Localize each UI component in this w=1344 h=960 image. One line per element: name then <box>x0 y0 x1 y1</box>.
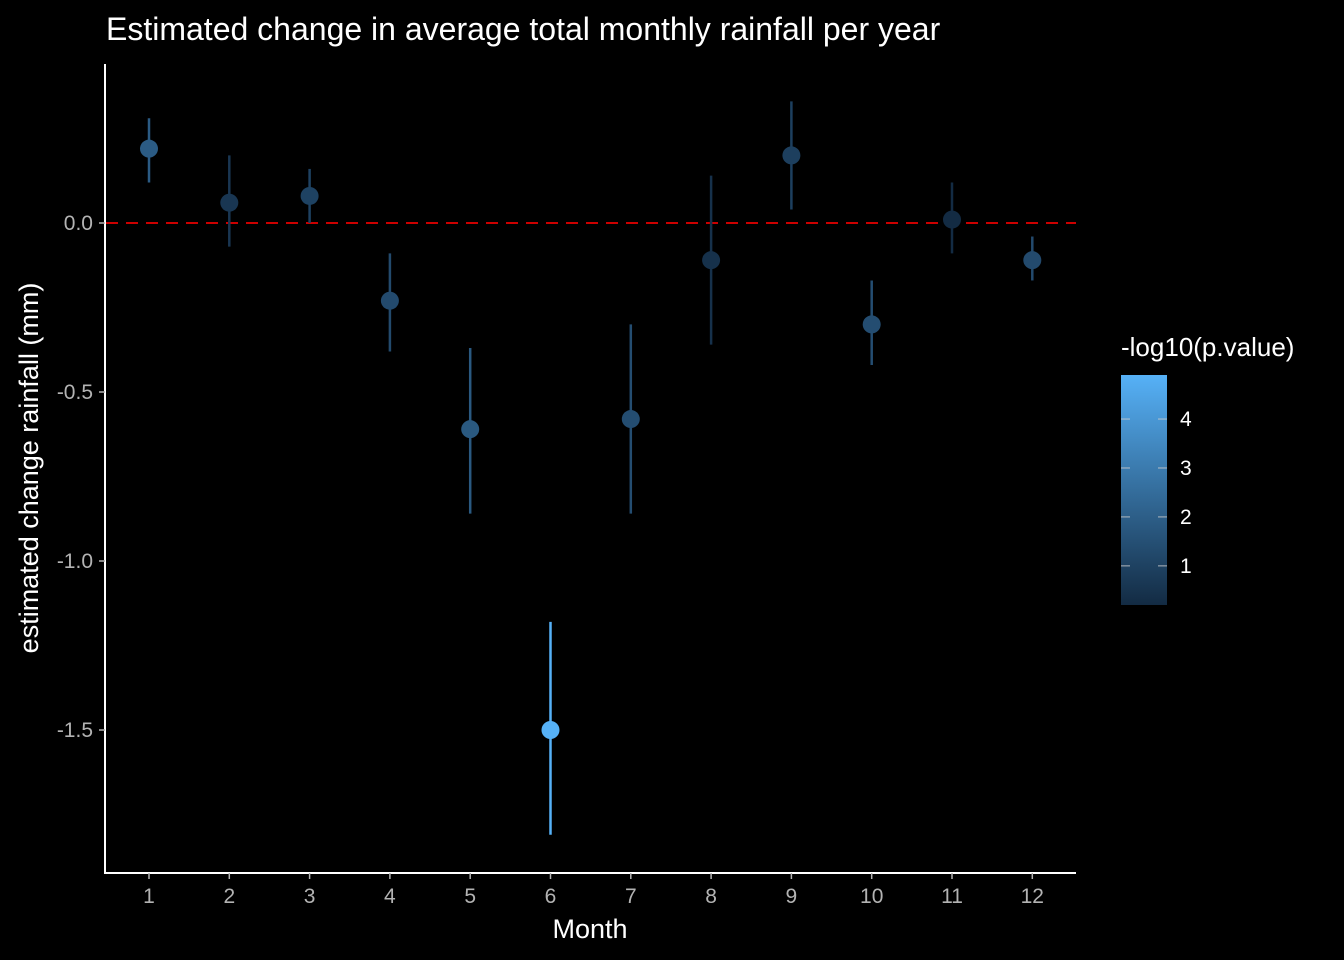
x-tick-label: 10 <box>860 885 883 908</box>
x-tick-label: 3 <box>304 885 316 908</box>
legend-title: -log10(p.value) <box>1121 332 1294 362</box>
x-tick-label: 11 <box>941 885 963 908</box>
color-legend: -log10(p.value) 1 2 3 4 <box>1121 332 1294 605</box>
x-tick-label: 7 <box>625 885 637 908</box>
y-tick-label: 0.0 <box>64 212 93 235</box>
x-tick-label: 5 <box>464 885 476 908</box>
y-tick-label: -0.5 <box>57 381 93 404</box>
data-point <box>782 146 801 165</box>
y-tick-label: -1.5 <box>57 719 93 742</box>
y-axis-title: estimated change rainfall (mm) <box>14 283 44 654</box>
data-point <box>461 420 480 439</box>
x-tick-label: 9 <box>786 885 798 908</box>
x-tick-label: 2 <box>223 885 235 908</box>
chart-title: Estimated change in average total monthl… <box>106 11 941 47</box>
plot-area: 0.0-0.5-1.0-1.51 2 3 4 5 6 7 8 9 10 11 12 <box>57 64 1076 908</box>
data-point <box>1023 251 1042 270</box>
legend-tick-label: 1 <box>1180 555 1192 578</box>
data-point <box>621 410 640 429</box>
legend-tick-label: 4 <box>1180 408 1192 431</box>
data-point <box>300 186 319 205</box>
y-tick-label: -1.0 <box>57 550 93 573</box>
data-point <box>380 291 399 310</box>
legend-colorbar <box>1121 375 1167 605</box>
data-point <box>862 315 881 334</box>
x-tick-label: 6 <box>545 885 557 908</box>
data-point <box>943 210 961 229</box>
data-point <box>541 721 560 739</box>
data-point <box>702 251 721 270</box>
x-tick-label: 1 <box>143 885 155 908</box>
x-tick-label: 4 <box>384 885 396 908</box>
data-point <box>220 193 239 212</box>
x-tick-label: 8 <box>705 885 717 908</box>
x-tick-label: 12 <box>1021 885 1044 908</box>
legend-tick-label: 3 <box>1180 457 1192 480</box>
x-axis-title: Month <box>552 914 627 944</box>
data-point <box>140 139 158 158</box>
legend-tick-label: 2 <box>1180 506 1192 529</box>
